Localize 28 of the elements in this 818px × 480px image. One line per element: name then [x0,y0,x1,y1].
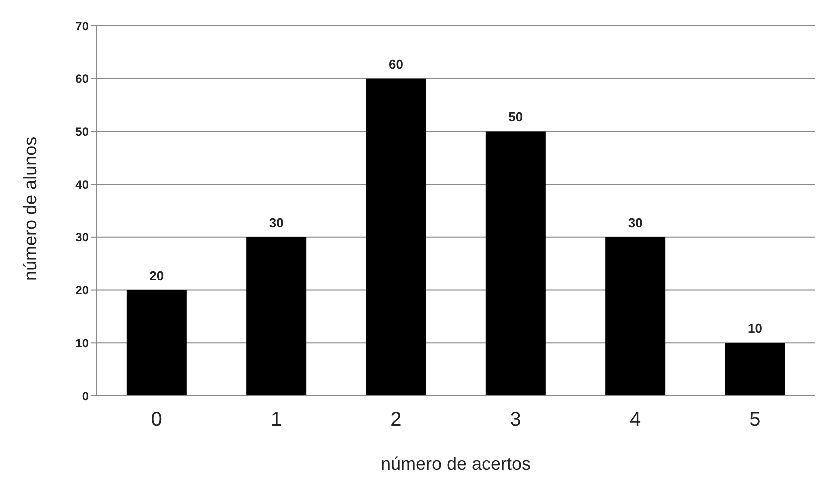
data-label: 20 [150,268,164,284]
x-tick-label: 4 [630,409,642,432]
y-tick-label: 50 [76,124,90,139]
data-label: 10 [748,321,762,336]
x-axis-title: número de acertos [380,454,532,474]
x-tick-label: 3 [510,409,522,432]
x-tick-label: 5 [750,409,761,432]
bar [126,290,187,396]
y-tick-label: 40 [76,178,90,192]
x-tick-label: 1 [270,409,282,432]
data-label: 60 [389,56,404,72]
y-tick-label: 30 [76,230,90,245]
y-tick-label: 20 [76,284,90,298]
data-label: 30 [628,215,643,230]
bar [606,237,666,396]
data-label: 30 [269,215,284,230]
y-tick-label: 60 [76,72,90,86]
bar [246,237,307,396]
bar [366,78,426,396]
x-tick-label: 0 [151,409,162,432]
x-tick-label: 2 [390,409,402,432]
y-tick-label: 10 [76,336,90,350]
y-tick-label: 70 [76,19,90,34]
y-axis-title: número de alunos [20,136,40,281]
bar [486,132,546,396]
y-tick-label: 0 [82,389,90,404]
bar [725,343,786,396]
data-label: 50 [508,110,524,125]
